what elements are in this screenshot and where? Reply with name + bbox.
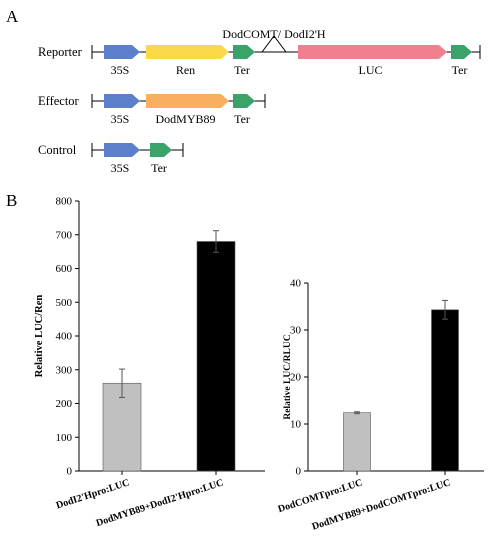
- element-label: Ren: [176, 63, 195, 77]
- y-tick-label: 100: [56, 432, 73, 444]
- element-label: 35S: [111, 63, 130, 77]
- bar: [102, 382, 142, 472]
- element-ter-arrow: [451, 45, 472, 59]
- element-label: Ter: [234, 112, 250, 126]
- y-tick-label: 200: [56, 398, 73, 410]
- element-ter-arrow: [233, 94, 255, 108]
- insertion-label: DodCOMT/ DodI2'H: [222, 27, 325, 41]
- y-tick-label: 700: [56, 229, 73, 241]
- bar: [431, 309, 459, 472]
- element-label: 35S: [111, 161, 130, 175]
- element-35s-arrow: [104, 45, 140, 59]
- x-category-label: DodI2'Hpro:LUC: [55, 477, 131, 511]
- bar: [343, 412, 371, 472]
- y-tick-label: 0: [296, 466, 302, 478]
- element-label: Ter: [452, 63, 468, 77]
- y-tick-label: 500: [56, 297, 73, 309]
- element-label: Ter: [234, 63, 250, 77]
- y-axis-label: Relative LUC/RLUC: [283, 334, 293, 419]
- y-tick-label: 40: [290, 278, 302, 290]
- element-ter-arrow: [233, 45, 255, 59]
- chart-luc-ren: 0 100 200 300 400 500 600 700 800 Relative LUC/Re…: [34, 196, 265, 529]
- element-35s-arrow: [104, 143, 140, 157]
- element-dodmyb89-arrow: [146, 94, 229, 108]
- element-luc-arrow: [298, 45, 447, 59]
- element-35s-arrow: [104, 94, 140, 108]
- insertion-site-mark: [261, 35, 287, 53]
- construct-label-reporter: Reporter: [38, 45, 83, 59]
- element-ren-arrow: [146, 45, 229, 59]
- element-label: Ter: [151, 161, 167, 175]
- construct-label-effector: Effector: [38, 94, 80, 108]
- construct-label-control: Control: [38, 143, 77, 157]
- panel-b-letter: B: [6, 191, 17, 210]
- y-tick-label: 30: [290, 325, 302, 337]
- y-tick-label: 10: [290, 419, 302, 431]
- y-tick-label: 0: [67, 466, 73, 478]
- y-tick-label: 400: [56, 331, 73, 343]
- element-ter-arrow: [150, 143, 172, 157]
- y-tick-label: 300: [56, 364, 73, 376]
- y-tick-label: 20: [290, 372, 302, 384]
- y-axis-label: Relative LUC/Ren: [34, 295, 45, 378]
- element-label: LUC: [359, 63, 383, 77]
- bar: [196, 241, 236, 472]
- panel-a-letter: A: [6, 7, 19, 26]
- construct-diagram: Reporter 35S Ren Ter LUC Ter DodCOMT/ DodI2'H E…: [38, 27, 481, 175]
- y-tick-label: 600: [56, 263, 73, 275]
- element-label: DodMYB89: [155, 112, 215, 126]
- element-label: 35S: [111, 112, 130, 126]
- y-tick-label: 800: [56, 196, 73, 208]
